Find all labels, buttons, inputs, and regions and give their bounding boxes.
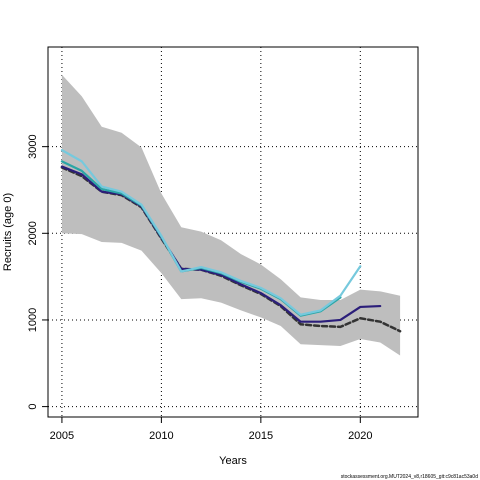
x-tick-label-2020: 2020 (348, 430, 372, 442)
plot-frame (47, 46, 419, 418)
series-line-2 (60, 165, 382, 323)
y-tick-label-3000: 3000 (27, 134, 39, 158)
axes: 2005 2010 2015 2020 0 1000 2000 3000 (27, 134, 373, 442)
y-axis-label: Recruits (age 0) (2, 193, 14, 271)
y-tick-label-0: 0 (27, 404, 39, 410)
x-tick-label-2010: 2010 (149, 430, 173, 442)
x-tick-label-2005: 2005 (50, 430, 74, 442)
y-tick-label-2000: 2000 (27, 221, 39, 245)
series-line-4 (60, 149, 362, 316)
y-tick-label-1000: 1000 (27, 308, 39, 332)
credit-text: stockassessment.org.MUT2024_v8,r18605_gi… (341, 474, 479, 480)
confidence-band-layer (61, 74, 401, 356)
x-axis-label: Years (219, 455, 247, 467)
confidence-band (61, 74, 401, 356)
series-layer (60, 149, 402, 333)
x-tick-label-2015: 2015 (249, 430, 273, 442)
